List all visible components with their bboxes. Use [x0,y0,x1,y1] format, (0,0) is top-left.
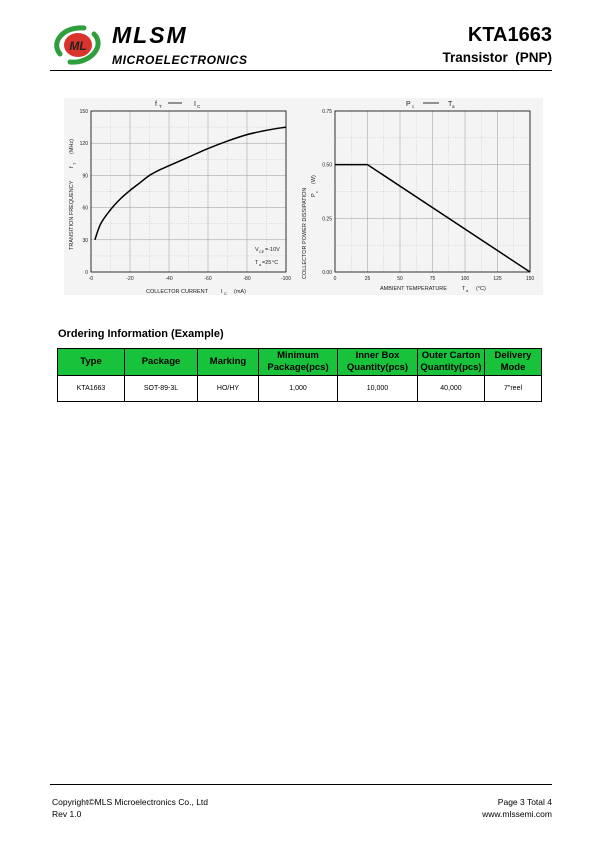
chart1-xlabel: COLLECTOR CURRENT [146,289,209,295]
c2-x-tick-label: 125 [493,276,502,282]
chart2-ysymbol-sub: c [314,191,319,193]
chart1-series-line [94,126,287,241]
ordering-header-cell: Delivery Mode [484,348,542,376]
header-divider [50,70,552,71]
ordering-header-cell: Minimum Package(pcs) [258,348,338,376]
chart1-ticks: -0 -20 -40 -60 -80 -100 0 30 60 90 120 150 [80,109,292,282]
c1-y-tick-label: 0 [85,270,88,276]
part-number: KTA1663 [467,24,552,46]
chart2-title-left: P [406,101,411,108]
chart1-xsymbol-sub: C [224,291,227,295]
chart1-annotation-vce-sub: CE [259,250,265,254]
website-link[interactable]: www.mlssemi.com [482,809,552,819]
chart1-grid [91,111,286,272]
chart1-yunit: (MHz) [69,139,75,154]
c1-y-tick-label: 90 [82,173,88,179]
c2-x-tick-label: 50 [397,276,403,282]
chart2-title-left-sub: c [412,104,415,109]
c1-x-tick-label: -100 [281,276,291,282]
ordering-cell-delivery: 7"reel [484,375,542,402]
chart2-ylabel: COLLECTOR POWER DISSIPATION [302,188,308,279]
chart2-title-right-sub: a [452,104,455,109]
c1-y-tick-label: 30 [82,238,88,244]
ordering-header-cell: Inner Box Quantity(pcs) [337,348,418,376]
chart1-ysymbol: f [69,166,75,168]
ordering-cell-inner-box: 10,000 [337,375,418,402]
c2-y-tick-label: 0.00 [322,270,332,276]
chart2-ysymbol: P [311,193,317,197]
chart2-xunit: (°C) [476,286,486,292]
chart1-xsymbol: I [221,289,223,295]
c1-x-tick-label: -0 [89,276,94,282]
chart1-title-left-sub: T [159,104,162,109]
ordering-header-cell: Type [57,348,125,376]
chart-pc-vs-ta: 0 25 50 75 100 125 150 0.00 0.25 0.50 0.75 P c T a… [298,98,543,295]
chart1-annotation-ta-value: =25 [262,260,271,266]
ordering-cell-outer-carton: 40,000 [417,375,485,402]
chart2-series-line [335,163,531,273]
chart2-yunit: (W) [311,175,317,184]
chart1-title-right: I [194,101,196,108]
chart1-ylabel: TRANSITION FREQUENCY [69,180,75,250]
revision-text: Rev 1.0 [52,809,82,819]
c2-y-tick-label: 0.75 [322,109,332,115]
brand-name: MLSM [112,22,188,48]
logo-text: ML [69,39,86,53]
ordering-table: Type Package Marking Minimum Package(pcs… [57,348,542,402]
c1-y-tick-label: 60 [82,206,88,212]
c1-y-tick-label: 120 [80,141,89,147]
chart1-annotation-ta-unit: °C [272,260,278,266]
chart1-title-right-sub: C [197,104,201,109]
company-logo: ML [54,25,101,65]
chart1-annotation-ta: T [255,260,259,266]
chart2-title-right: T [448,101,453,108]
chart1-frame [90,110,287,273]
chart2-grid [335,111,530,272]
chart1-annotation-vce-value: =-10V [265,247,280,253]
ordering-header-cell: Outer Carton Quantity(pcs) [417,348,485,376]
chart1-annotation-vce: V [255,247,259,253]
c1-x-tick-label: -80 [243,276,250,282]
c1-y-tick-label: 150 [80,109,89,115]
chart1-annotation-ta-sub: a [259,263,262,267]
table-row: KTA1663 SOT-89-3L HO/HY 1,000 10,000 40,… [57,375,542,402]
ordering-cell-package: SOT-89-3L [124,375,198,402]
c2-x-tick-label: 100 [461,276,470,282]
chart-ft-vs-ic: -0 -20 -40 -60 -80 -100 0 30 60 90 120 150 f T I C … [64,98,304,296]
copyright-text: Copyright©MLS Microelectronics Co., Ltd [52,797,209,807]
chart1-xunit: (mA) [234,289,246,295]
page-number: Page 3 Total 4 [497,797,552,807]
chart2-xsymbol: T [462,286,466,292]
chart1-ysymbol-sub: T [72,162,77,165]
ordering-header-row: Type Package Marking Minimum Package(pcs… [57,348,542,376]
chart2-xsymbol-sub: a [466,288,469,293]
ordering-header-cell: Package [124,348,198,376]
c2-y-tick-label: 0.25 [322,216,332,222]
chart1-title-left: f [155,101,157,108]
c2-y-tick-label: 0.50 [322,163,332,169]
ordering-cell-min-package: 1,000 [258,375,338,402]
c1-x-tick-label: -60 [204,276,211,282]
c2-x-tick-label: 150 [526,276,535,282]
footer-divider [50,784,552,785]
c2-x-tick-label: 75 [430,276,436,282]
chart2-frame [334,110,531,273]
c1-x-tick-label: -40 [165,276,172,282]
c1-x-tick-label: -20 [126,276,133,282]
chart2-ticks: 0 25 50 75 100 125 150 0.00 0.25 0.50 0.75 [322,109,534,282]
c2-x-tick-label: 25 [365,276,371,282]
part-type: Transistor (PNP) [442,50,552,65]
c2-x-tick-label: 0 [334,276,337,282]
ordering-cell-type: KTA1663 [57,375,125,402]
ordering-cell-marking: HO/HY [197,375,259,402]
ordering-info-title: Ordering Information (Example) [58,328,224,340]
ordering-header-cell: Marking [197,348,259,376]
chart2-xlabel: AMBIENT TEMPERATURE [380,286,447,292]
brand-subtitle: MICROELECTRONICS [112,53,248,67]
